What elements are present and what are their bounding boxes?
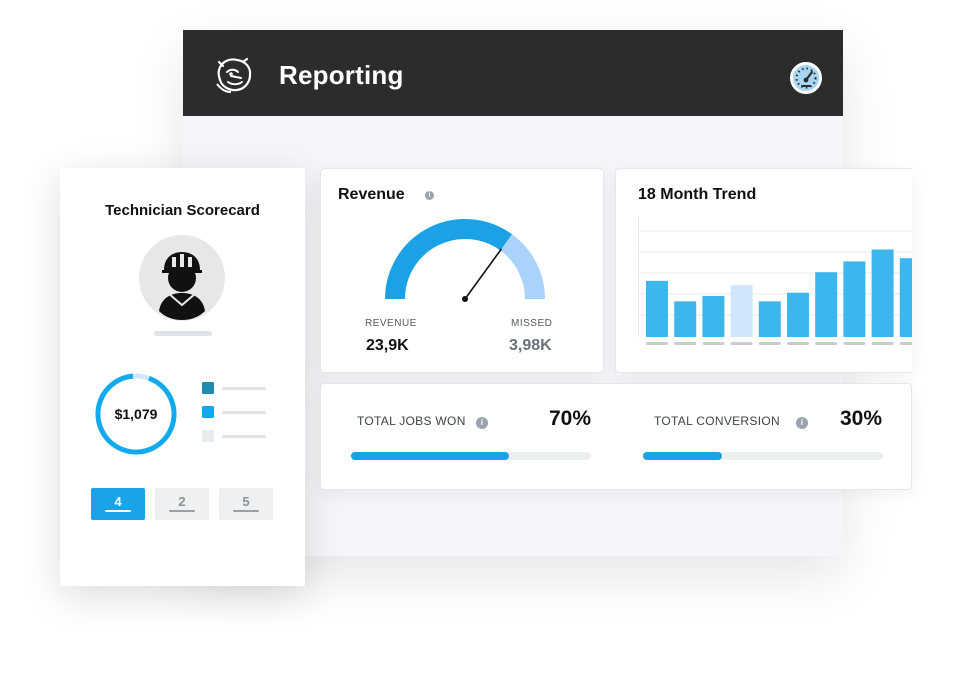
scorecard-title: Technician Scorecard: [105, 202, 260, 219]
trend-bar: [843, 261, 866, 337]
revenue-card: Revenue i REVENUE MISSED 23,9K 3,98K: [320, 168, 604, 373]
missed-value: 3,98K: [509, 337, 552, 354]
revenue-value: 23,9K: [366, 337, 409, 354]
x-tick-label-placeholder: [646, 342, 668, 345]
x-tick-label-placeholder: [787, 342, 809, 345]
trend-bar: [758, 301, 781, 337]
legend-line: [222, 411, 266, 414]
trend-bar: [871, 249, 894, 337]
jobs-won-progress-fill: [351, 452, 510, 460]
missed-label: MISSED: [511, 318, 553, 329]
legend-row: [202, 430, 268, 442]
app-header: Reporting: [183, 30, 843, 116]
technician-scorecard-card: Technician Scorecard $1,079 4 2 5: [60, 168, 305, 586]
page-button-2[interactable]: 2: [155, 488, 209, 520]
amount-ring: [95, 373, 177, 455]
gauge-pivot: [462, 296, 468, 302]
trend-bar-chart: [638, 217, 912, 345]
trend-bar: [787, 292, 809, 337]
dashboard-gauge-icon[interactable]: [789, 61, 823, 95]
amount-ring-fill: [95, 373, 177, 455]
info-icon[interactable]: i: [425, 191, 434, 200]
x-tick-label-placeholder: [899, 342, 912, 345]
legend-row: [202, 406, 268, 418]
page-title: Reporting: [279, 60, 404, 90]
info-icon[interactable]: i: [796, 417, 808, 429]
gauge-revenue-arc: [385, 219, 513, 300]
legend-row: [202, 382, 268, 394]
jobs-won-progress: [351, 452, 591, 460]
amount-value: $1,079: [114, 406, 158, 422]
page-button-5[interactable]: 5: [219, 488, 273, 520]
kpi-card: TOTAL JOBS WON i 70% TOTAL CONVERSION i …: [320, 383, 912, 490]
legend-swatch: [202, 382, 214, 394]
x-tick-label-placeholder: [815, 342, 838, 345]
page-button-label: 4: [114, 494, 122, 509]
page-button-4[interactable]: 4: [91, 488, 145, 520]
conversion-progress: [643, 452, 883, 460]
x-tick-label-placeholder: [871, 342, 894, 345]
trend-bar: [702, 295, 725, 337]
gauge-missed-arc: [499, 234, 545, 300]
revenue-gauge: [385, 219, 545, 302]
x-tick-label-placeholder: [702, 342, 725, 345]
conversion-progress-fill: [643, 452, 723, 460]
technician-hard-hat-icon: [139, 235, 225, 321]
trend-card: 18 Month Trend: [615, 168, 912, 373]
jobs-won-label: TOTAL JOBS WON: [357, 414, 466, 428]
trend-bar: [815, 272, 838, 337]
page-button-label: 5: [242, 494, 250, 509]
x-tick-label-placeholder: [758, 342, 781, 345]
legend-swatch: [202, 430, 214, 442]
trend-bar: [674, 301, 697, 337]
x-tick-label-placeholder: [674, 342, 697, 345]
legend-line: [222, 435, 266, 438]
x-tick-label-placeholder: [843, 342, 866, 345]
trend-bar: [899, 258, 912, 337]
legend-swatch: [202, 406, 214, 418]
page-button-label: 2: [178, 494, 186, 509]
legend-line: [222, 387, 266, 390]
bear-mascot-icon: [216, 57, 252, 93]
gauge-needle: [464, 248, 503, 300]
x-tick-label-placeholder: [730, 342, 753, 345]
conversion-value: 30%: [840, 407, 883, 430]
trend-bar: [646, 280, 668, 337]
revenue-title: Revenue: [338, 186, 405, 203]
trend-bar: [730, 285, 753, 337]
jobs-won-value: 70%: [549, 407, 592, 430]
revenue-label: REVENUE: [365, 318, 417, 329]
info-icon[interactable]: i: [476, 417, 488, 429]
conversion-label: TOTAL CONVERSION: [654, 414, 780, 428]
technician-name-placeholder: [154, 331, 212, 336]
trend-title: 18 Month Trend: [638, 186, 757, 203]
